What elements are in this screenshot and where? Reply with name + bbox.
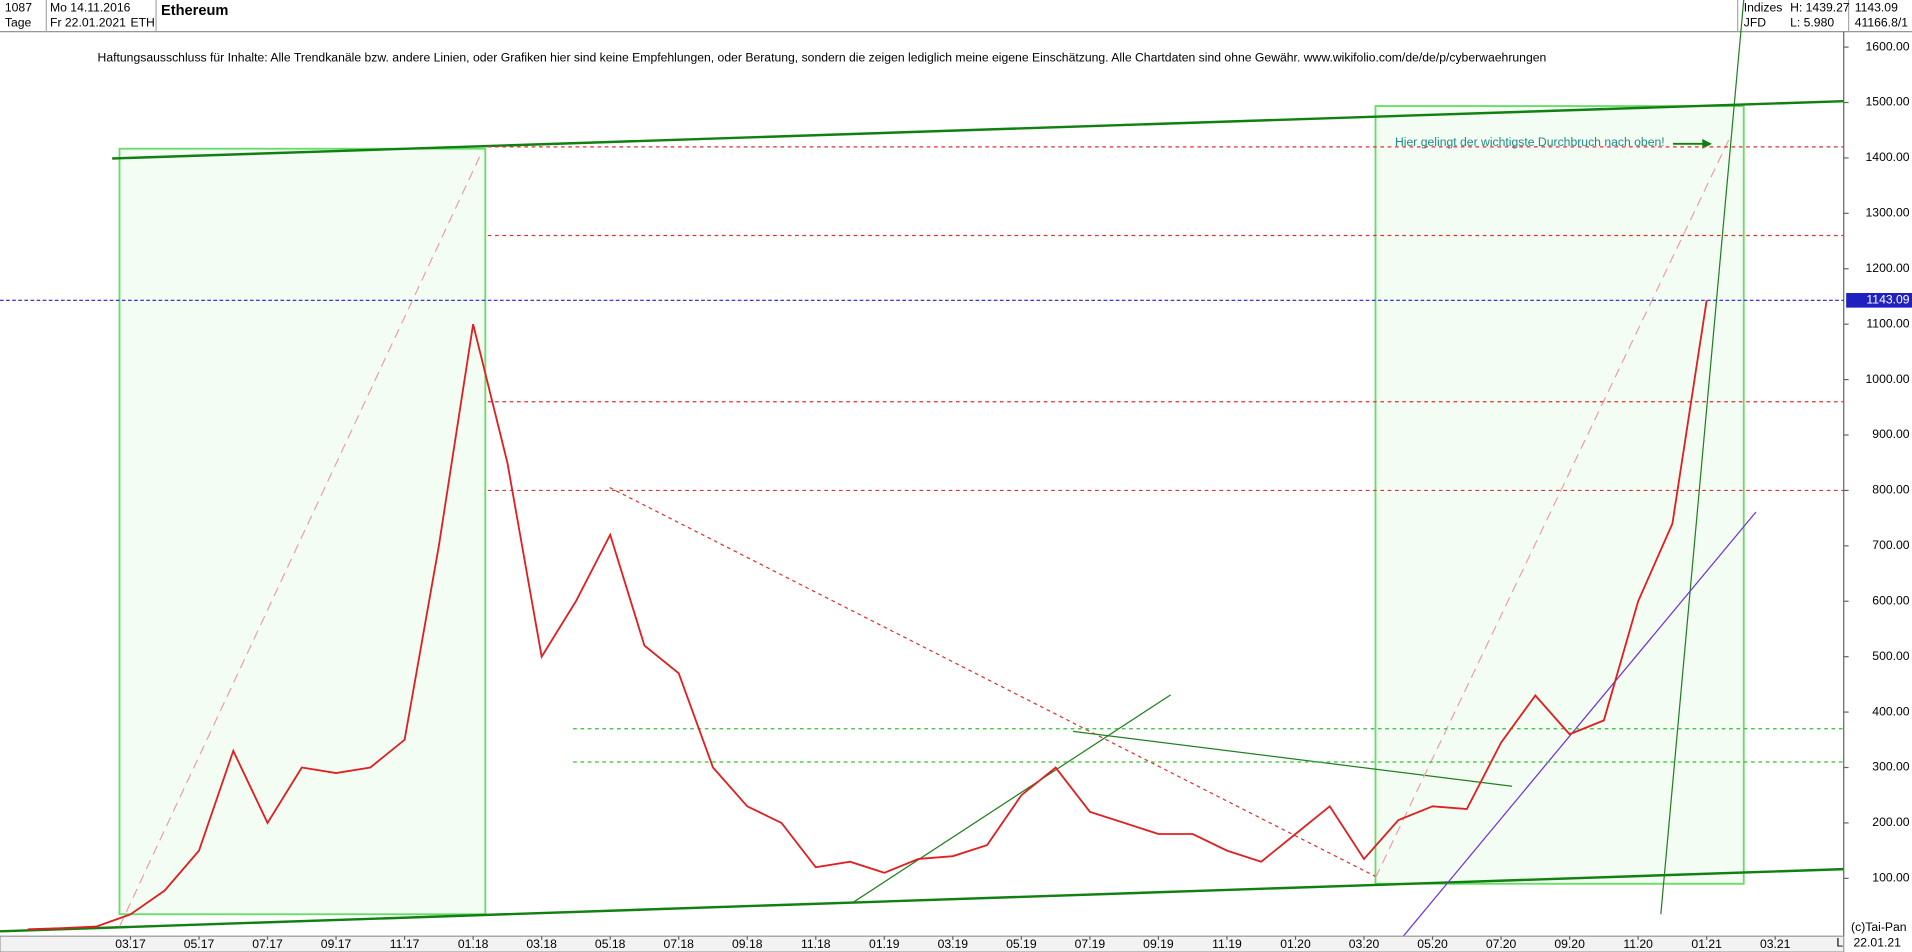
x-tick-label: 03.17 [115,937,146,951]
y-tick-label: 1200.00 [1866,261,1910,275]
y-tick-label: 800.00 [1872,483,1910,497]
x-tick-label: 05.18 [595,937,626,951]
highlight-box [118,147,487,916]
x-tick-label: 03.19 [938,937,969,951]
copyright: (c)Tai-Pan [1851,920,1907,934]
header-broker: JFD [1744,15,1767,29]
scale-mode: L [1836,936,1843,950]
x-tick-label: 01.19 [869,937,900,951]
header-high: H: 1439.27 [1790,1,1850,15]
x-tick-label: 11.19 [1212,937,1242,951]
highlight-box [1374,105,1745,885]
y-tick-label: 500.00 [1872,649,1910,663]
y-tick-label: 1400.00 [1866,150,1910,164]
y-tick-label: 300.00 [1872,760,1910,774]
last-price-box [1846,292,1912,308]
x-tick-label: 07.19 [1075,937,1106,951]
footer-date: 22.01.21 [1853,936,1901,950]
x-tick-label: 07.18 [663,937,694,951]
x-tick-label: 05.20 [1417,937,1448,951]
x-tick-label: 09.17 [321,937,352,951]
x-tick-label: 03.18 [526,937,557,951]
x-tick-label: 09.20 [1554,937,1585,951]
header-extra: 41166.8/1 [1855,15,1909,29]
y-tick-label: 700.00 [1872,538,1910,552]
y-tick-label: 600.00 [1872,593,1910,607]
price-line [27,300,1708,931]
x-tick-label: 03.21 [1760,937,1791,951]
y-tick-label: 400.00 [1872,704,1910,718]
x-tick-label: 05.19 [1006,937,1037,951]
chart-title: Ethereum [161,3,228,19]
header-from: Mo 14.11.2016 [50,1,131,15]
x-tick-label: 11.20 [1623,937,1653,951]
header-period: Tage [5,15,32,29]
x-tick-label: 01.18 [458,937,489,951]
x-tick-label: 03.20 [1349,937,1380,951]
x-tick-label: 07.20 [1486,937,1517,951]
x-tick-label: 09.19 [1143,937,1174,951]
x-axis-strip [0,935,1845,952]
y-tick-label: 100.00 [1872,871,1910,885]
header-to: Fr 22.01.2021 [50,15,126,29]
trend-channel [0,867,1844,933]
header-symbol: ETH [130,15,154,29]
y-tick-label: 1600.00 [1866,39,1910,53]
header-market: Indizes [1744,1,1783,15]
annotation: Hier gelingt der wichtigste Durchbruch n… [1395,135,1665,149]
x-tick-label: 01.21 [1691,937,1722,951]
x-tick-label: 01.20 [1280,937,1311,951]
y-tick-label: 1000.00 [1866,372,1910,386]
y-tick-label: 900.00 [1872,427,1910,441]
trend-line [1072,730,1513,787]
x-tick-label: 11.18 [801,937,831,951]
header-count: 1087 [5,1,32,15]
x-tick-label: 11.17 [390,937,420,951]
x-tick-label: 07.17 [252,937,283,951]
trend-channel [112,99,1844,160]
y-tick-label: 1100.00 [1866,316,1909,330]
last-price-label: 1143.09 [1866,293,1909,307]
trend-line [1660,0,1745,915]
y-tick-label: 1300.00 [1866,206,1910,220]
trend-line [609,487,1379,879]
trend-line [853,694,1171,903]
y-tick-label: 1500.00 [1866,95,1910,109]
y-tick-label: 200.00 [1872,815,1910,829]
header-close: 1143.09 [1855,1,1898,15]
trend-line [1374,133,1733,878]
header-low: L: 5.980 [1790,15,1834,29]
x-tick-label: 05.17 [184,937,215,951]
disclaimer: Haftungsausschluss für Inhalte: Alle Tre… [98,51,1547,65]
x-tick-label: 09.18 [732,937,763,951]
